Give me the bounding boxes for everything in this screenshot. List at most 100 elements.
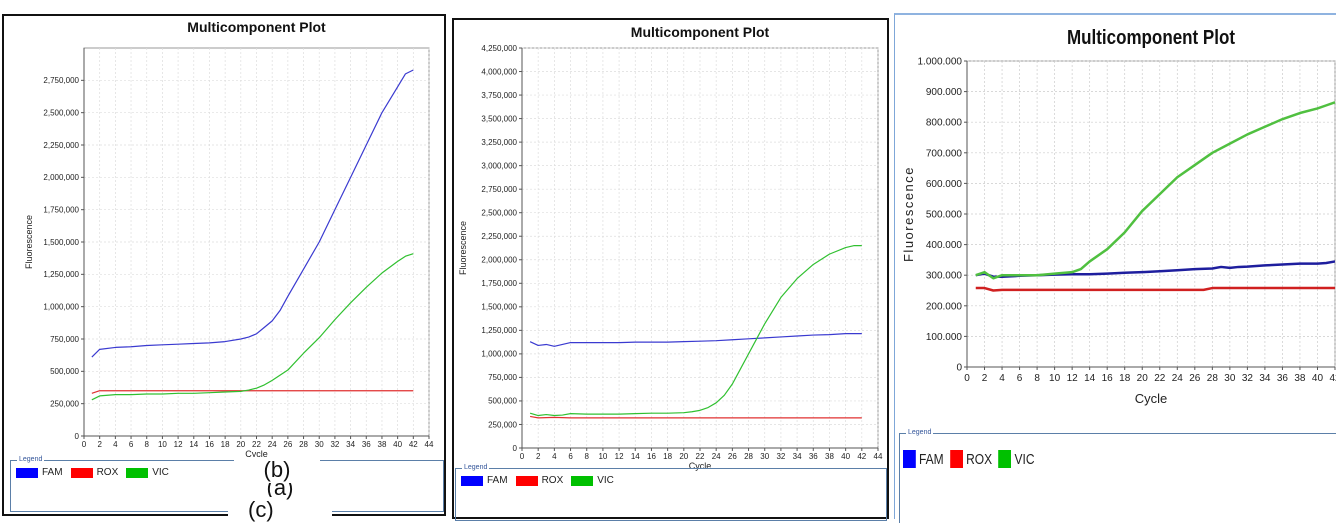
x-tick-label-b-9: 18 xyxy=(663,452,672,461)
y-tick-label-b-12: 3,000,000 xyxy=(481,161,517,170)
y-axis-label-c: Fluorescence xyxy=(901,166,916,262)
x-tick-label-c-4: 8 xyxy=(1034,373,1040,384)
series-line-b-vic xyxy=(529,245,862,417)
x-tick-label-c-7: 14 xyxy=(1084,373,1096,384)
panel-c: 0 100.000 200.000 300.000 400.000 500.000 600.… xyxy=(894,13,1336,523)
x-tick-label-b-21: 42 xyxy=(857,452,866,461)
x-tick-label-c-13: 26 xyxy=(1189,373,1201,384)
y-tick-label-c-2: 200.000 xyxy=(926,301,963,312)
legend-b-item-fam[interactable]: FAM xyxy=(461,475,508,486)
y-tick-label-b-2: 500,000 xyxy=(488,397,517,406)
y-tick-label-c-0: 0 xyxy=(956,363,962,374)
y-tick-label-a-7: 1,750,000 xyxy=(43,205,79,214)
y-axis-label-a: Fluorescence xyxy=(24,215,34,269)
legend-c-swatch-rox xyxy=(950,450,963,468)
x-tick-label-a-11: 22 xyxy=(252,440,261,449)
y-tick-label-b-0: 0 xyxy=(513,444,518,453)
x-tick-label-c-5: 10 xyxy=(1049,373,1061,384)
legend-a-swatch-vic xyxy=(126,467,149,478)
legend-b-item-vic[interactable]: VIC xyxy=(571,475,614,486)
legend-c-item-rox[interactable]: ROX xyxy=(950,450,992,468)
y-tick-label-b-5: 1,250,000 xyxy=(481,326,517,335)
chart-a: 0 250,000 500,000 750,000 1,000,000 1,250,000… xyxy=(24,19,434,459)
legend-c-label-rox: ROX xyxy=(966,450,993,468)
x-tick-label-b-16: 32 xyxy=(776,452,785,461)
x-tick-label-b-10: 20 xyxy=(679,452,688,461)
x-tick-label-a-19: 38 xyxy=(378,440,387,449)
caption-b: (b) xyxy=(234,457,320,483)
x-tick-label-a-13: 26 xyxy=(283,440,292,449)
legend-c-label-fam: FAM xyxy=(919,450,944,468)
y-tick-label-a-8: 2,000,000 xyxy=(43,173,79,182)
x-tick-label-b-12: 24 xyxy=(712,452,721,461)
legend-b-item-rox[interactable]: ROX xyxy=(515,475,563,486)
x-tick-label-a-6: 12 xyxy=(174,440,183,449)
y-tick-label-b-1: 250,000 xyxy=(488,420,517,429)
legend-b-title: Legend xyxy=(462,462,490,474)
x-tick-label-b-4: 8 xyxy=(585,452,590,461)
x-tick-label-b-1: 2 xyxy=(536,452,541,461)
x-tick-label-c-3: 6 xyxy=(1017,373,1023,384)
x-tick-label-c-9: 18 xyxy=(1119,373,1131,384)
x-tick-label-a-8: 16 xyxy=(205,440,214,449)
x-tick-label-a-7: 14 xyxy=(189,440,198,449)
x-tick-label-c-2: 4 xyxy=(999,373,1005,384)
legend-c-item-vic[interactable]: VIC xyxy=(998,450,1035,468)
y-tick-label-b-8: 2,000,000 xyxy=(481,256,517,265)
series-line-c-rox xyxy=(975,286,1335,292)
y-tick-label-a-9: 2,250,000 xyxy=(43,141,79,150)
x-tick-label-b-2: 4 xyxy=(552,452,557,461)
legend-a-item-vic[interactable]: VIC xyxy=(126,467,169,478)
x-tick-label-a-5: 10 xyxy=(158,440,167,449)
x-tick-label-b-14: 28 xyxy=(744,452,753,461)
chart-title-c: Multicomponent Plot xyxy=(1067,26,1235,49)
series-line-a-fam xyxy=(91,69,414,358)
series-line-a-rox xyxy=(91,390,414,394)
legend-b-label-vic: VIC xyxy=(597,475,614,486)
y-tick-label-b-11: 2,750,000 xyxy=(481,185,517,194)
x-tick-label-b-8: 16 xyxy=(647,452,656,461)
y-tick-label-b-15: 3,750,000 xyxy=(481,91,517,100)
y-tick-label-a-6: 1,500,000 xyxy=(43,238,79,247)
series-line-b-rox xyxy=(529,415,862,419)
x-tick-label-c-18: 36 xyxy=(1277,373,1289,384)
x-tick-label-a-14: 28 xyxy=(299,440,308,449)
x-tick-label-b-18: 36 xyxy=(809,452,818,461)
x-tick-label-a-0: 0 xyxy=(82,440,87,449)
chart-b: 0 250,000 500,000 750,000 1,000,000 1,250,000… xyxy=(458,24,883,471)
x-tick-label-c-6: 12 xyxy=(1067,373,1079,384)
x-tick-label-b-11: 22 xyxy=(696,452,705,461)
legend-a-item-rox[interactable]: ROX xyxy=(70,467,118,478)
x-tick-label-a-1: 2 xyxy=(97,440,102,449)
legend-c-swatch-vic xyxy=(998,450,1012,468)
x-tick-label-c-11: 22 xyxy=(1154,373,1166,384)
x-tick-label-c-10: 20 xyxy=(1137,373,1149,384)
y-axis-label-b: Fluorescence xyxy=(458,221,468,275)
legend-b-swatch-fam xyxy=(461,475,483,486)
x-tick-label-c-1: 2 xyxy=(982,373,988,384)
legend-a: Legend FAM ROX VIC xyxy=(10,454,444,512)
y-tick-label-b-13: 3,250,000 xyxy=(481,138,517,147)
x-tick-label-a-16: 32 xyxy=(330,440,339,449)
legend-b-label-fam: FAM xyxy=(487,475,508,486)
y-tick-label-b-7: 1,750,000 xyxy=(481,279,517,288)
x-tick-label-a-10: 20 xyxy=(236,440,245,449)
y-tick-label-c-7: 700.000 xyxy=(926,148,963,159)
legend-c-item-fam[interactable]: FAM xyxy=(903,450,944,468)
x-axis-label-b: Cycle xyxy=(689,461,712,471)
y-tick-label-b-10: 2,500,000 xyxy=(481,209,517,218)
x-tick-label-c-0: 0 xyxy=(964,373,970,384)
x-tick-label-c-21: 42 xyxy=(1329,373,1336,384)
x-tick-label-b-0: 0 xyxy=(520,452,525,461)
x-tick-label-b-20: 40 xyxy=(841,452,850,461)
legend-a-item-fam[interactable]: FAM xyxy=(16,467,63,478)
x-tick-label-c-15: 30 xyxy=(1224,373,1236,384)
legend-b-swatch-vic xyxy=(571,475,594,486)
x-tick-label-a-20: 40 xyxy=(393,440,402,449)
y-tick-label-a-10: 2,500,000 xyxy=(43,108,79,117)
legend-a-swatch-fam xyxy=(16,467,38,478)
y-tick-label-b-16: 4,000,000 xyxy=(481,67,517,76)
legend-b-swatch-rox xyxy=(515,475,538,486)
y-tick-label-b-14: 3,500,000 xyxy=(481,114,517,123)
series-line-b-fam xyxy=(529,333,862,347)
